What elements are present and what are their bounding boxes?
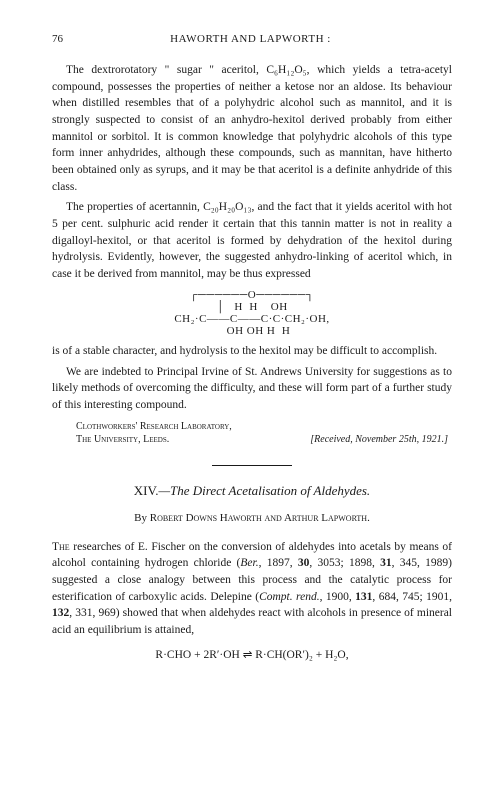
vol-2: 31 — [380, 557, 392, 569]
structure-line-3: CH₂·C——C——C·C·CH₂·OH, — [52, 313, 452, 325]
structure-line-1: ┌──────O──────┐ — [52, 289, 452, 301]
article-paragraph-1: The researches of E. Fischer on the conv… — [52, 539, 452, 639]
by-label: By — [134, 512, 150, 524]
text-g: , 331, 969) showed that when aldehydes r… — [52, 607, 452, 636]
chemical-structure: ┌──────O──────┐ │ H H OH CH₂·C——C——C·C·C… — [52, 289, 452, 337]
affiliation-line-2: The University, Leeds. — [76, 433, 169, 447]
structure-line-4: OH OH H H — [52, 325, 452, 337]
authors-line: By Robert Downs Haworth and Arthur Lapwo… — [52, 511, 452, 527]
vol-4: 132 — [52, 607, 69, 619]
equation: R·CHO + 2R′·OH ⇌ R·CH(OR′)₂ + H₂O, — [52, 647, 452, 664]
author-names: Robert Downs Haworth and Arthur Lapworth… — [150, 512, 370, 524]
article-title: XIV.—The Direct Acetalisation of Aldehyd… — [52, 482, 452, 501]
affiliation-line-1: Clothworkers' Research Laboratory, — [76, 420, 452, 434]
received-date: [Received, November 25th, 1921.] — [310, 433, 448, 447]
structure-line-2: │ H H OH — [52, 301, 452, 313]
vol-1: 30 — [298, 557, 310, 569]
journal-compt: Compt. rend. — [259, 591, 320, 603]
text-e: , 1900, — [320, 591, 356, 603]
vol-3: 131 — [355, 591, 372, 603]
article-number: XIV. — [134, 483, 159, 498]
article-title-text: —The Direct Acetalisation of Aldehydes. — [158, 483, 370, 498]
paragraph-2: The properties of acertannin, C₂₀H₂₀O₁₃,… — [52, 199, 452, 282]
text-c: , 3053; 1898, — [309, 557, 380, 569]
text-f: , 684, 745; 1901, — [372, 591, 452, 603]
first-word: The — [52, 541, 70, 553]
section-divider — [212, 465, 292, 466]
page-number: 76 — [52, 32, 63, 48]
running-header: 76 HAWORTH AND LAPWORTH : — [52, 32, 452, 48]
paragraph-4: We are indebted to Principal Irvine of S… — [52, 364, 452, 414]
text-b: , 1897, — [259, 557, 298, 569]
running-head: HAWORTH AND LAPWORTH : — [170, 32, 331, 48]
paragraph-3: is of a stable character, and hydrolysis… — [52, 343, 452, 360]
affiliation: Clothworkers' Research Laboratory, The U… — [76, 420, 452, 447]
journal-ber: Ber. — [240, 557, 258, 569]
paragraph-1: The dextrorotatory " sugar " aceritol, C… — [52, 62, 452, 195]
